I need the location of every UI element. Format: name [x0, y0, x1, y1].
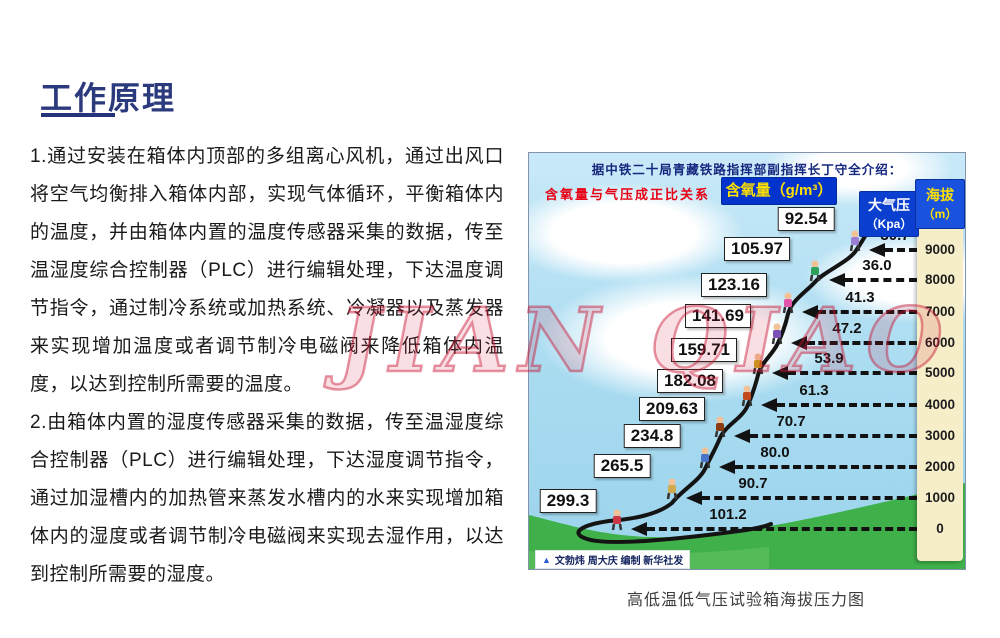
pressure-column-header: 大气压 （Kpa） — [859, 191, 919, 237]
climber-icon — [741, 385, 753, 407]
climber-icon — [714, 416, 726, 438]
arrowhead-left-icon — [869, 243, 885, 257]
altitude-scale-column — [917, 217, 963, 561]
credit-text: 文勃炜 周大庆 编制 新华社发 — [554, 556, 684, 567]
climber-icon — [611, 509, 623, 531]
arrowhead-left-icon — [772, 366, 788, 380]
pressure-arrow — [719, 460, 917, 474]
arrowhead-left-icon — [829, 273, 845, 287]
oxygen-value: 92.54 — [777, 207, 835, 231]
pressure-value: 47.2 — [832, 320, 862, 337]
oxygen-value: 105.97 — [724, 237, 790, 261]
arrowhead-left-icon — [761, 398, 777, 412]
pressure-arrow — [772, 366, 917, 380]
pressure-arrow — [829, 273, 917, 287]
altitude-pressure-chart: 据中铁二十局青藏铁路指挥部副指挥长丁守全介绍： 含氧量与气压成正比关系 含氧量（… — [528, 152, 966, 570]
arrowhead-left-icon — [719, 460, 735, 474]
arrowhead-left-icon — [631, 522, 647, 536]
pressure-arrow — [761, 398, 917, 412]
pressure-value: 36.0 — [862, 257, 892, 274]
altitude-tick: 8000 — [924, 272, 956, 287]
pressure-arrow — [631, 522, 917, 536]
oxygen-value: 141.69 — [685, 304, 751, 328]
altitude-tick: 6000 — [924, 335, 956, 350]
chart-source-note: 据中铁二十局青藏铁路指挥部副指挥长丁守全介绍： — [591, 163, 903, 177]
altitude-tick: 2000 — [924, 459, 956, 474]
altitude-tick: 7000 — [924, 304, 956, 319]
altitude-tick: 1000 — [924, 490, 956, 505]
credit-bar: ▲ 文勃炜 周大庆 编制 新华社发 — [535, 550, 691, 569]
page-title: 工作原理 — [40, 80, 177, 117]
paragraph-humidity: 2.由箱体内置的湿度传感器采集的数据，传至温湿度综合控制器（PLC）进行编辑处理… — [30, 412, 504, 585]
altitude-tick: 3000 — [924, 428, 956, 443]
oxygen-value: 299.3 — [539, 489, 597, 513]
description-text: 1.通过安装在箱体内顶部的多组离心风机，通过出风口将空气均衡排入箱体内部，实现气… — [30, 138, 504, 594]
climber-icon — [809, 260, 821, 282]
pressure-value: 80.0 — [760, 444, 790, 461]
pressure-value: 90.7 — [738, 475, 768, 492]
climber-icon — [849, 230, 861, 252]
title-underline — [41, 113, 115, 117]
altitude-tick: 9000 — [924, 242, 956, 257]
chart-caption: 高低温低气压试验箱海拔压力图 — [626, 592, 865, 609]
pressure-value: 61.3 — [799, 382, 829, 399]
climber-icon — [782, 292, 794, 314]
xinhua-logo-icon: ▲ — [542, 554, 551, 565]
oxygen-column-header: 含氧量（g/m³） — [721, 177, 837, 205]
oxygen-value: 234.8 — [623, 424, 681, 448]
pressure-arrow — [802, 305, 917, 319]
pressure-arrow — [869, 243, 917, 257]
pressure-value: 101.2 — [709, 506, 747, 523]
chart-subtitle: 含氧量与气压成正比关系 — [545, 187, 711, 202]
pressure-value: 41.3 — [845, 289, 875, 306]
paragraph-temperature: 1.通过安装在箱体内顶部的多组离心风机，通过出风口将空气均衡排入箱体内部，实现气… — [30, 146, 504, 395]
climber-icon — [666, 478, 678, 500]
oxygen-value: 182.08 — [657, 369, 723, 393]
pressure-arrow — [791, 336, 917, 350]
arrowhead-left-icon — [802, 305, 818, 319]
pressure-arrow — [686, 491, 917, 505]
altitude-tick: 5000 — [924, 365, 956, 380]
altitude-tick: 4000 — [924, 397, 956, 412]
pressure-value: 53.9 — [814, 350, 844, 367]
arrowhead-left-icon — [686, 491, 702, 505]
altitude-column-header: 海拔 （m） — [915, 179, 965, 229]
arrowhead-left-icon — [791, 336, 807, 350]
pressure-value: 70.7 — [776, 413, 806, 430]
oxygen-value: 209.63 — [639, 397, 705, 421]
climber-icon — [771, 323, 783, 345]
oxygen-value: 159.71 — [671, 338, 737, 362]
altitude-tick: 0 — [936, 521, 944, 536]
climber-icon — [699, 447, 711, 469]
oxygen-value: 123.16 — [701, 273, 767, 297]
climber-icon — [752, 353, 764, 375]
pressure-arrow — [734, 429, 917, 443]
arrowhead-left-icon — [734, 429, 750, 443]
oxygen-value: 265.5 — [593, 454, 651, 478]
